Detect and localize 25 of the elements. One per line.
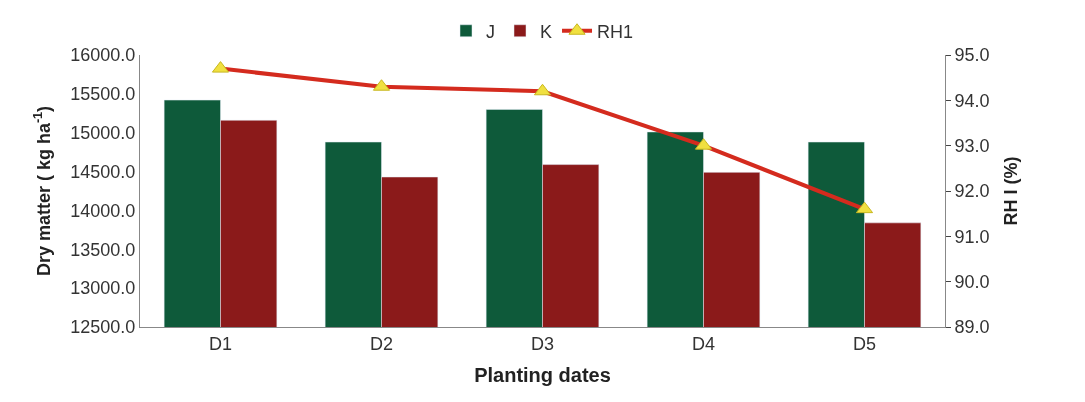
y-tick-label: 13500.0 [70, 239, 136, 260]
x-tick-label: D5 [852, 333, 877, 354]
y-tick-label: 14500.0 [70, 161, 136, 182]
legend-label: RH1 [597, 21, 634, 42]
x-axis-title: Planting dates [474, 364, 611, 387]
x-tick-label: D4 [691, 333, 716, 354]
y2-tick-label: 93.0 [954, 135, 990, 156]
y2-tick-label: 94.0 [954, 90, 990, 111]
y-tick-label: 15000.0 [70, 123, 136, 144]
legend-label: J [486, 21, 495, 42]
x-tick-label: D2 [369, 333, 394, 354]
y2-tick-label: 95.0 [954, 45, 990, 66]
y2-axis-title: RH I (%) [1000, 156, 1021, 226]
x-tick-label: D1 [208, 333, 233, 354]
y2-tick-label: 89.0 [954, 317, 990, 338]
y2-tick-label: 92.0 [954, 181, 990, 202]
y-tick-label: 15500.0 [70, 84, 136, 105]
y-tick-label: 16000.0 [70, 45, 136, 66]
x-tick-label: D3 [530, 333, 555, 354]
legend-label: K [540, 21, 553, 42]
y-tick-label: 12500.0 [70, 317, 136, 338]
y2-tick-label: 90.0 [954, 271, 990, 292]
y-tick-label: 14000.0 [70, 200, 136, 221]
y-tick-label: 13000.0 [70, 278, 136, 299]
y2-tick-label: 91.0 [954, 226, 990, 247]
